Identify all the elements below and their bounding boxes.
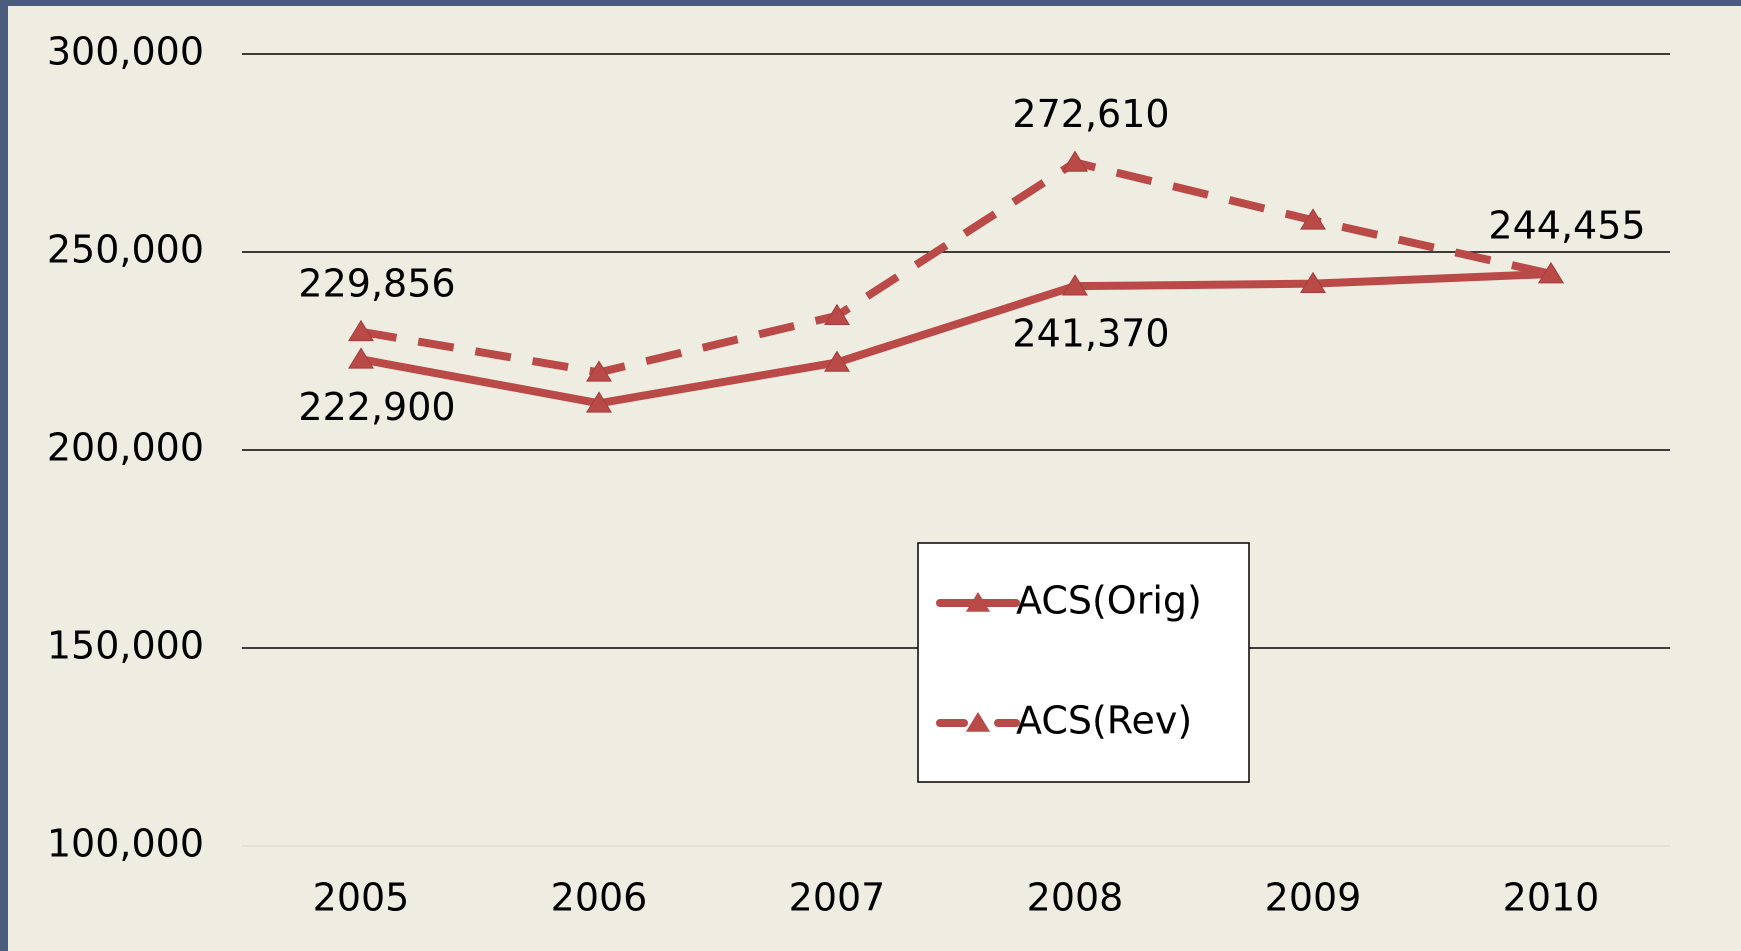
chart: 100,000 150,000 200,000 250,000 300,000 2005 2… <box>8 6 1741 951</box>
marker <box>1538 261 1564 284</box>
y-tick-label: 100,000 <box>47 822 204 866</box>
x-tick-label: 2006 <box>551 876 648 920</box>
y-tick-label: 250,000 <box>47 228 204 272</box>
marker <box>586 360 612 382</box>
legend-box <box>917 542 1250 783</box>
marker <box>1062 150 1088 172</box>
y-tick-label: 300,000 <box>47 30 204 74</box>
marker <box>824 350 850 372</box>
line <box>360 269 1552 408</box>
legend-label: ACS(Orig) <box>1016 579 1202 623</box>
x-tick-label: 2008 <box>1027 876 1124 920</box>
marker <box>824 303 850 326</box>
y-tick-label: 200,000 <box>47 426 204 470</box>
background <box>8 6 1741 951</box>
marker <box>1300 208 1326 230</box>
legend-marker <box>965 712 991 732</box>
legend-marker <box>965 592 991 612</box>
data-label: 272,610 <box>1012 92 1169 136</box>
x-tick-label: 2010 <box>1503 876 1600 920</box>
data-label: 222,900 <box>298 385 455 429</box>
x-tick-label: 2005 <box>313 876 410 920</box>
marker <box>586 391 612 413</box>
marker <box>1300 271 1326 293</box>
marker <box>1062 274 1088 296</box>
marker <box>348 347 374 369</box>
x-tick-label: 2007 <box>789 876 886 920</box>
x-tick-label: 2009 <box>1265 876 1362 920</box>
y-tick-label: 150,000 <box>47 624 204 668</box>
legend-label: ACS(Rev) <box>1016 699 1192 743</box>
marker <box>348 319 374 342</box>
line <box>360 158 1552 377</box>
data-label: 241,370 <box>1012 312 1169 356</box>
data-label: 244,455 <box>1488 203 1645 247</box>
data-label: 229,856 <box>298 261 455 305</box>
